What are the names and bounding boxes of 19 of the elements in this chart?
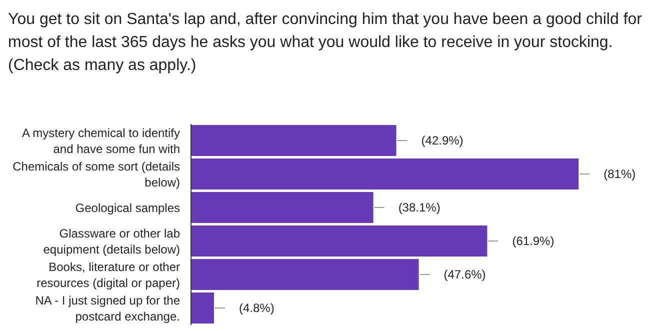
y-tick-label: Books, literature or other resources (digital or paper) [36,260,180,290]
data-label: (47.6%) [444,268,486,282]
bar [191,226,488,256]
bar [191,259,419,290]
y-tick-label: Glassware or other lab equipment (details below) [43,226,180,256]
data-label: (42.9%) [421,134,464,148]
data-label: (38.1%) [398,200,440,214]
y-tick-label: Chemicals of some sort (details below) [12,159,180,190]
data-label: (4.8%) [238,301,274,315]
y-tick-label: Geological samples [75,200,180,215]
bar [191,158,579,190]
y-tick-label: NA - I just signed up for the postcard exchange. [35,293,180,324]
chart-title: You get to sit on Santa's lap and, after convincing him that you have been a good child for most of the last 365 days he asks you what you would like to receive in your stocking. (Check as many as apply.) [8,10,643,76]
bar [191,125,396,156]
data-label: (61.9%) [512,234,554,248]
bar [191,192,374,223]
bar [191,292,214,324]
data-label: (81%) [604,167,636,181]
y-tick-label: A mystery chemical to identify and have some fun with [22,126,180,156]
